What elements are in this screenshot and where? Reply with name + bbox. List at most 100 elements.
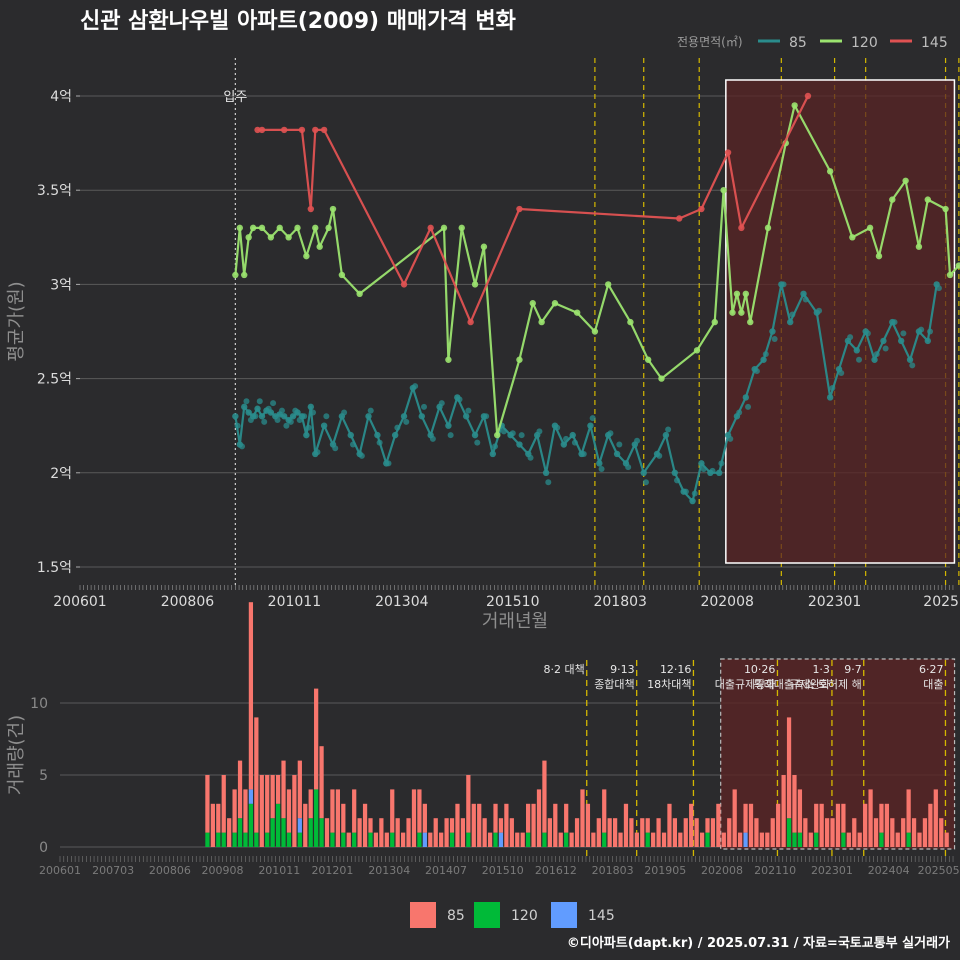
bar-120 bbox=[330, 832, 335, 847]
data-point-85 bbox=[607, 430, 614, 437]
policy-label: 1·3 bbox=[812, 663, 830, 676]
data-point-85 bbox=[489, 450, 497, 458]
data-point-85 bbox=[882, 345, 889, 352]
data-point-120 bbox=[529, 300, 536, 307]
bar-120 bbox=[297, 832, 302, 847]
data-point-85 bbox=[563, 435, 570, 442]
bar-85 bbox=[542, 760, 547, 833]
x-tick-label: 202301 bbox=[808, 594, 861, 610]
data-point-85 bbox=[771, 336, 778, 343]
bar-120 bbox=[243, 832, 248, 847]
data-point-85 bbox=[303, 431, 310, 439]
bar-85 bbox=[781, 775, 786, 847]
bar-85 bbox=[884, 803, 890, 847]
bar-120 bbox=[906, 832, 911, 847]
data-point-85 bbox=[376, 439, 383, 446]
bar-85 bbox=[792, 775, 797, 833]
bar-85 bbox=[526, 803, 531, 833]
bar-85 bbox=[645, 818, 650, 833]
data-point-85 bbox=[691, 490, 698, 497]
data-point-85 bbox=[625, 464, 632, 471]
bar-120 bbox=[449, 832, 455, 847]
data-point-145 bbox=[400, 281, 408, 288]
x-tick-label: 201407 bbox=[425, 864, 467, 877]
data-point-85 bbox=[709, 467, 716, 474]
policy-label: 12·16 bbox=[660, 663, 692, 676]
bar-85 bbox=[487, 832, 493, 847]
data-point-145 bbox=[254, 126, 261, 134]
data-point-85 bbox=[492, 443, 499, 450]
x-tick-label: 201803 bbox=[593, 594, 646, 610]
bar-120 bbox=[254, 832, 259, 847]
bar-85 bbox=[564, 803, 569, 833]
bar-85 bbox=[678, 832, 683, 847]
data-point-85 bbox=[571, 439, 578, 446]
bar-85 bbox=[471, 803, 476, 847]
data-point-120 bbox=[316, 243, 323, 250]
data-point-85 bbox=[287, 418, 294, 425]
data-point-85 bbox=[320, 422, 328, 429]
data-point-85 bbox=[394, 424, 401, 431]
bar-145 bbox=[248, 789, 254, 804]
data-point-85 bbox=[254, 405, 261, 412]
bar-85 bbox=[417, 789, 422, 833]
bar-85 bbox=[656, 818, 661, 847]
data-point-120 bbox=[573, 309, 581, 316]
bar-85 bbox=[477, 803, 482, 847]
data-point-120 bbox=[312, 224, 319, 232]
policy-label: 18차대책 bbox=[647, 678, 691, 691]
legend-swatch-85 bbox=[410, 902, 436, 928]
bar-85 bbox=[683, 818, 688, 847]
data-point-85 bbox=[745, 403, 752, 410]
data-point-85 bbox=[243, 398, 250, 405]
bar-85 bbox=[308, 789, 313, 819]
x-tick-label: 201201 bbox=[311, 864, 353, 877]
x-tick-label: 201803 bbox=[592, 864, 634, 877]
y-tick-label: 3.5억 bbox=[37, 183, 72, 199]
data-point-85 bbox=[909, 362, 916, 369]
data-point-85 bbox=[762, 351, 769, 358]
data-point-85 bbox=[826, 394, 834, 401]
data-point-85 bbox=[856, 356, 863, 363]
data-point-120 bbox=[440, 224, 448, 232]
data-point-120 bbox=[764, 224, 772, 232]
bar-85 bbox=[335, 789, 340, 847]
y-tick-label: 0 bbox=[39, 840, 48, 856]
legend-swatch-145 bbox=[551, 902, 577, 928]
bar-85 bbox=[319, 746, 324, 819]
policy-label: 대출규제강화 bbox=[715, 678, 776, 691]
data-point-85 bbox=[500, 428, 507, 435]
bar-85 bbox=[786, 717, 792, 819]
data-point-120 bbox=[866, 224, 874, 232]
bar-85 bbox=[232, 789, 237, 833]
bar-85 bbox=[449, 818, 455, 833]
bar-145 bbox=[743, 832, 748, 847]
data-point-85 bbox=[256, 398, 263, 405]
bar-85 bbox=[504, 803, 509, 847]
bar-85 bbox=[237, 760, 243, 819]
data-point-120 bbox=[338, 271, 346, 279]
data-point-85 bbox=[403, 418, 410, 425]
bar-85 bbox=[863, 803, 868, 847]
data-point-85 bbox=[560, 441, 568, 448]
data-point-120 bbox=[241, 271, 248, 279]
bar-120 bbox=[319, 818, 324, 847]
bar-85 bbox=[629, 818, 634, 847]
bar-120 bbox=[390, 832, 395, 847]
bar-85 bbox=[210, 803, 215, 847]
x-tick-label: 202301 bbox=[811, 864, 853, 877]
data-point-145 bbox=[467, 318, 474, 326]
x-tick-label: 2025 bbox=[923, 594, 959, 610]
data-point-85 bbox=[474, 439, 481, 446]
legend-swatch-120 bbox=[474, 902, 500, 928]
x-tick-label: 202404 bbox=[868, 864, 910, 877]
bar-85 bbox=[651, 832, 656, 847]
bar-85 bbox=[667, 803, 672, 847]
bar-120 bbox=[368, 832, 373, 847]
y-axis-title: 평균가(원) bbox=[6, 281, 27, 361]
data-point-85 bbox=[656, 452, 663, 459]
bar-85 bbox=[520, 832, 525, 847]
data-point-85 bbox=[447, 432, 454, 439]
bar-85 bbox=[439, 832, 444, 847]
data-point-145 bbox=[738, 224, 745, 232]
